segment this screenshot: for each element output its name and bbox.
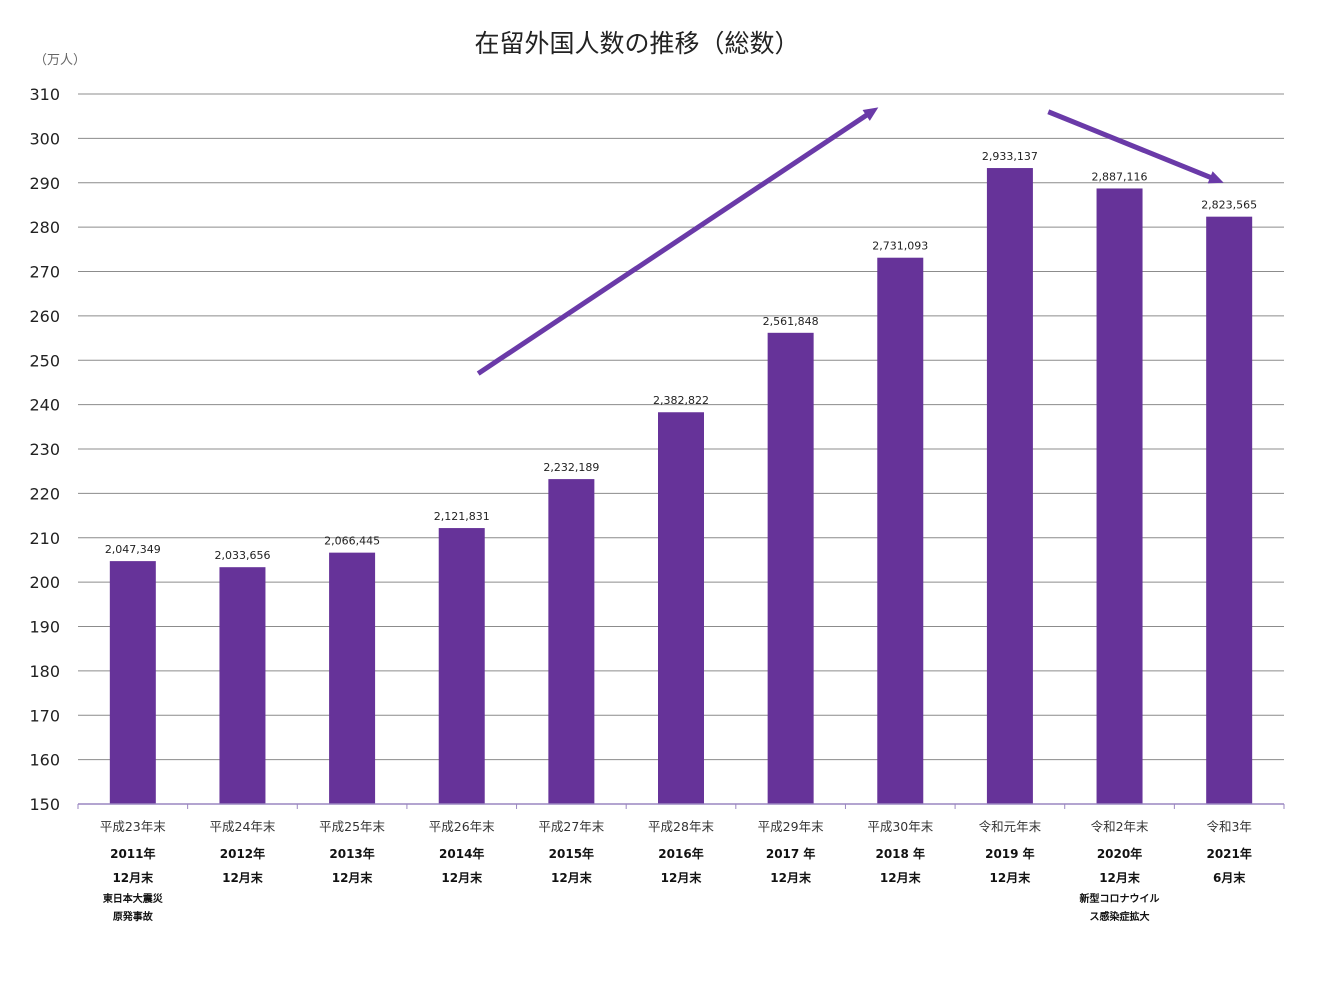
data-label: 2,933,137	[982, 150, 1038, 163]
x-tick-era-label: 平成27年末	[538, 819, 604, 834]
data-label: 2,033,656	[214, 549, 270, 562]
x-tick-note: 東日本大震災	[103, 892, 164, 905]
data-label: 2,066,445	[324, 535, 380, 548]
y-tick-label: 300	[29, 129, 60, 148]
x-tick-year-label: 2015年	[549, 846, 594, 861]
x-tick-note: ス感染症拡大	[1090, 910, 1150, 923]
y-tick-label: 210	[29, 529, 60, 548]
chart-title: 在留外国人数の推移（総数）	[474, 29, 799, 58]
data-label: 2,232,189	[543, 461, 599, 474]
bar	[1096, 188, 1143, 804]
bars	[109, 168, 1253, 804]
data-label: 2,561,848	[763, 315, 819, 328]
bar	[438, 528, 485, 804]
y-axis-ticks: 150 160 170 180 190 200 210 220 230 240 250 260 270 2…	[29, 85, 60, 814]
trend-arrow-head	[1207, 171, 1224, 184]
x-tick-year-label: 2020年	[1097, 846, 1142, 861]
y-tick-label: 230	[29, 440, 60, 459]
data-label: 2,382,822	[653, 394, 709, 407]
y-tick-label: 200	[29, 573, 60, 592]
x-tick-month-label: 6月末	[1213, 870, 1246, 885]
x-tick-era-label: 平成30年末	[867, 819, 933, 834]
x-tick-era-label: 令和3年	[1206, 819, 1251, 834]
x-tick-month-label: 12月末	[880, 870, 922, 885]
x-tick-year-label: 2021年	[1206, 846, 1251, 861]
y-tick-label: 250	[29, 351, 60, 370]
data-label: 2,121,831	[434, 510, 490, 523]
trend-arrow-line	[476, 111, 871, 376]
x-tick-note: 原発事故	[113, 910, 154, 923]
x-tick-month-label: 12月末	[990, 870, 1032, 885]
data-label: 2,047,349	[105, 543, 161, 556]
bar	[658, 412, 704, 804]
x-tick-era-label: 令和2年末	[1091, 819, 1149, 834]
y-tick-label: 150	[29, 795, 60, 814]
x-tick-month-label: 12月末	[332, 870, 374, 885]
bar	[1206, 216, 1253, 804]
x-tick-year-label: 2014年	[439, 846, 484, 861]
data-label: 2,731,093	[872, 240, 928, 253]
trend-arrow-head	[862, 107, 879, 121]
bar	[548, 479, 595, 804]
data-labels: 2,047,349 2,033,656 2,066,445 2,121,831 2,23…	[105, 150, 1257, 562]
x-tick-year-label: 2011年	[110, 846, 155, 861]
y-tick-label: 290	[29, 174, 60, 193]
y-axis-unit-label: （万人）	[34, 53, 86, 68]
x-tick-month-label: 12月末	[770, 870, 812, 885]
y-tick-label: 180	[29, 662, 60, 681]
x-tick-month-label: 12月末	[112, 870, 154, 885]
x-tick-era-label: 平成26年末	[429, 819, 495, 834]
x-tick-era-label: 平成25年末	[319, 819, 385, 834]
x-tick-month-label: 12月末	[222, 870, 264, 885]
data-label: 2,887,116	[1092, 170, 1148, 183]
x-tick-era-label: 平成23年末	[100, 819, 166, 834]
x-tick-note: 新型コロナウイル	[1080, 892, 1160, 905]
y-tick-label: 220	[29, 484, 60, 503]
x-tick-month-label: 12月末	[441, 870, 483, 885]
bar	[329, 552, 376, 804]
y-tick-label: 240	[29, 396, 60, 415]
x-tick-era-label: 平成28年末	[648, 819, 714, 834]
x-tick-month-label: 12月末	[1099, 870, 1141, 885]
x-tick-era-label: 令和元年末	[979, 819, 1042, 834]
x-tick-year-label: 2013年	[329, 846, 374, 861]
x-tick-era-label: 平成24年末	[210, 819, 276, 834]
data-label: 2,823,565	[1201, 199, 1257, 212]
trend-arrows	[476, 107, 1224, 376]
x-tick-year-label: 2016年	[658, 846, 703, 861]
y-tick-label: 260	[29, 307, 60, 326]
y-tick-label: 270	[29, 263, 60, 282]
y-tick-label: 160	[29, 751, 60, 770]
bar	[767, 332, 814, 804]
bar	[986, 168, 1033, 804]
y-tick-label: 170	[29, 706, 60, 725]
x-tick-year-label: 2017 年	[766, 846, 816, 861]
x-tick-year-label: 2018 年	[875, 846, 925, 861]
x-tick-era-label: 平成29年末	[758, 819, 824, 834]
x-tick-month-label: 12月末	[551, 870, 593, 885]
x-tick-month-label: 12月末	[661, 870, 703, 885]
y-tick-label: 310	[29, 85, 60, 104]
trend-arrow-line	[1047, 109, 1215, 181]
x-tick-year-label: 2012年	[220, 846, 265, 861]
y-tick-label: 190	[29, 618, 60, 637]
y-tick-label: 280	[29, 218, 60, 237]
bar	[219, 567, 266, 804]
bar	[877, 257, 924, 804]
bar	[109, 561, 156, 804]
x-tick-year-label: 2019 年	[985, 846, 1035, 861]
